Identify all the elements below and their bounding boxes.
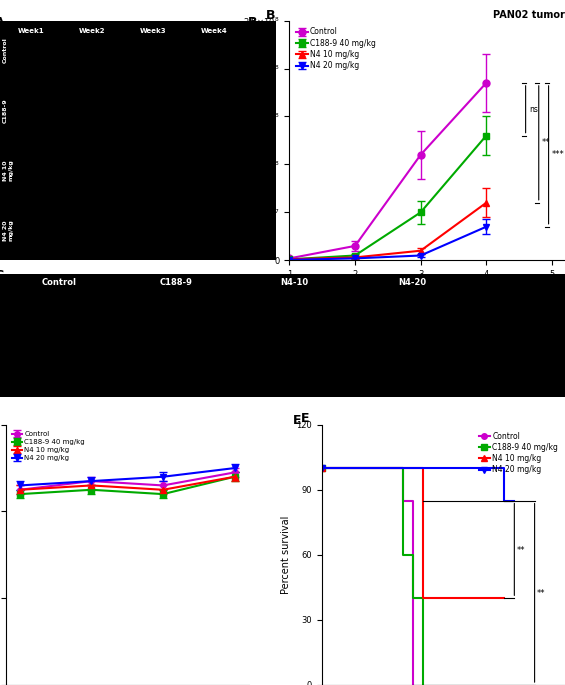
- Text: Week1: Week1: [18, 28, 44, 34]
- N4 20 mg/kg: [501, 497, 507, 505]
- N4 20 mg/kg: [420, 464, 427, 472]
- Text: Control: Control: [3, 38, 8, 64]
- Text: A: A: [0, 16, 4, 29]
- N4 20 mg/kg: [501, 497, 507, 505]
- C188-9 40 mg/kg: [319, 464, 325, 472]
- Text: Week2: Week2: [79, 28, 105, 34]
- Text: C188-9: C188-9: [3, 98, 8, 123]
- Text: **: **: [537, 589, 545, 599]
- Line: C188-9 40 mg/kg: C188-9 40 mg/kg: [322, 468, 423, 685]
- Text: Luminescence: Luminescence: [503, 277, 554, 282]
- Text: ns: ns: [529, 105, 538, 114]
- N4 10 mg/kg: [319, 464, 325, 472]
- Text: N4-10: N4-10: [280, 277, 308, 287]
- Text: ***: ***: [552, 150, 564, 160]
- Legend: Control, C188-9 40 mg/kg, N4 10 mg/kg, N4 20 mg/kg: Control, C188-9 40 mg/kg, N4 10 mg/kg, N…: [475, 429, 561, 477]
- Line: Control: Control: [322, 468, 413, 685]
- Y-axis label: Total radiance (p/sec/cm²/sr): Total radiance (p/sec/cm²/sr): [229, 80, 238, 201]
- Control: [319, 464, 325, 472]
- N4 10 mg/kg: [501, 594, 507, 602]
- N4 10 mg/kg: [420, 497, 427, 505]
- Text: B: B: [266, 9, 276, 21]
- C188-9 40 mg/kg: [410, 594, 416, 602]
- Text: **: **: [516, 546, 525, 555]
- Text: N4-20: N4-20: [398, 277, 426, 287]
- Legend: Control, C188-9 40 mg/kg, N4 10 mg/kg, N4 20 mg/kg: Control, C188-9 40 mg/kg, N4 10 mg/kg, N…: [293, 25, 379, 73]
- Text: Luminescence: Luminescence: [225, 25, 270, 30]
- Text: Radiance
(P/sec/cm²/sr): Radiance (P/sec/cm²/sr): [232, 243, 270, 256]
- Text: C188-9: C188-9: [160, 277, 193, 287]
- Text: **: **: [542, 138, 550, 147]
- Text: E: E: [301, 412, 310, 425]
- N4 20 mg/kg: [511, 497, 518, 505]
- X-axis label: Weeks after treatment: Weeks after treatment: [372, 284, 483, 295]
- Control: [410, 681, 416, 685]
- Text: B: B: [248, 16, 258, 29]
- C188-9 40 mg/kg: [420, 681, 427, 685]
- N4 20 mg/kg: [319, 464, 325, 472]
- Text: E: E: [293, 414, 301, 427]
- Y-axis label: Percent survival: Percent survival: [281, 516, 291, 594]
- Text: Week4: Week4: [201, 28, 228, 34]
- Control: [399, 497, 406, 505]
- C188-9 40 mg/kg: [420, 594, 427, 602]
- Line: N4 20 mg/kg: N4 20 mg/kg: [322, 468, 514, 501]
- Text: Control: Control: [41, 277, 76, 287]
- Legend: Control, C188-9 40 mg/kg, N4 10 mg/kg, N4 20 mg/kg: Control, C188-9 40 mg/kg, N4 10 mg/kg, N…: [9, 428, 88, 464]
- Text: N4 20
mg/kg: N4 20 mg/kg: [3, 219, 14, 241]
- Text: Week3: Week3: [140, 28, 167, 34]
- Line: N4 10 mg/kg: N4 10 mg/kg: [322, 468, 504, 598]
- Text: C: C: [0, 269, 3, 282]
- C188-9 40 mg/kg: [399, 551, 406, 559]
- N4 10 mg/kg: [420, 594, 427, 602]
- Text: N4 10
mg/kg: N4 10 mg/kg: [3, 160, 14, 182]
- Text: PAN02 tumor: PAN02 tumor: [493, 10, 565, 20]
- Text: Radiance (P/sec/cm²/sr): Radiance (P/sec/cm²/sr): [479, 389, 554, 395]
